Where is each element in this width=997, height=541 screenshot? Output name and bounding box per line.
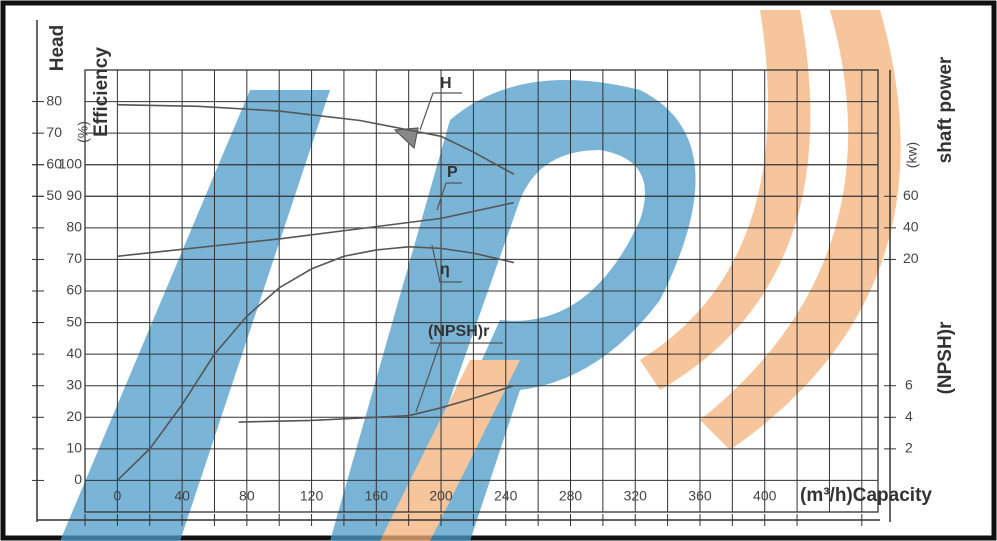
curve-label: (NPSH)r	[428, 323, 489, 340]
power-axis-unit: (kw)	[904, 142, 920, 168]
curve-label: η	[440, 261, 450, 278]
x-tick-label: 160	[365, 488, 389, 504]
y-tick-label: 40	[66, 345, 82, 361]
x-tick-label: 320	[624, 488, 648, 504]
y-tick-label: 0	[74, 471, 82, 487]
y-tick-label: 70	[66, 250, 82, 266]
x-tick-label: 120	[300, 488, 324, 504]
power-tick-label: 20	[903, 250, 919, 266]
npsh-tick-label: 2	[905, 440, 913, 456]
head-tick-label: 50	[46, 187, 62, 203]
head-tick-label: 80	[46, 92, 62, 108]
x-tick-label: 200	[429, 488, 453, 504]
x-tick-label: 80	[239, 488, 255, 504]
y-tick-label: 20	[66, 408, 82, 424]
x-tick-label: 40	[174, 488, 190, 504]
y-axis-unit: (%)	[75, 121, 91, 143]
y-tick-label: 100	[59, 155, 83, 171]
y-tick-label: 30	[66, 376, 82, 392]
x-tick-label: 0	[113, 488, 121, 504]
y-tick-label: 50	[66, 313, 82, 329]
y-tick-label: 80	[66, 219, 82, 235]
curve-label: P	[447, 164, 458, 181]
power-tick-label: 40	[903, 219, 919, 235]
power-tick-label: 60	[903, 187, 919, 203]
chart: 010203040506070809010050607080HeadEffici…	[0, 0, 997, 541]
npsh-tick-label: 4	[905, 408, 913, 424]
x-axis-title: (m³/h)Capacity	[800, 485, 932, 506]
x-tick-label: 240	[494, 488, 518, 504]
head-tick-label: 60	[46, 155, 62, 171]
y-tick-label: 10	[66, 440, 82, 456]
x-tick-label: 280	[559, 488, 583, 504]
y-tick-label: 60	[66, 282, 82, 298]
head-tick-label: 70	[46, 124, 62, 140]
curve-label: H	[440, 75, 452, 92]
power-axis-title: shaft power	[935, 56, 956, 163]
x-tick-label: 360	[688, 488, 712, 504]
y-tick-label: 90	[66, 187, 82, 203]
x-tick-label: 400	[753, 488, 777, 504]
npsh-axis-title: (NPSH)r	[935, 321, 956, 394]
npsh-tick-label: 6	[905, 376, 913, 392]
head-axis-title: Head	[47, 25, 68, 71]
y-axis-title: Efficiency	[91, 47, 112, 137]
